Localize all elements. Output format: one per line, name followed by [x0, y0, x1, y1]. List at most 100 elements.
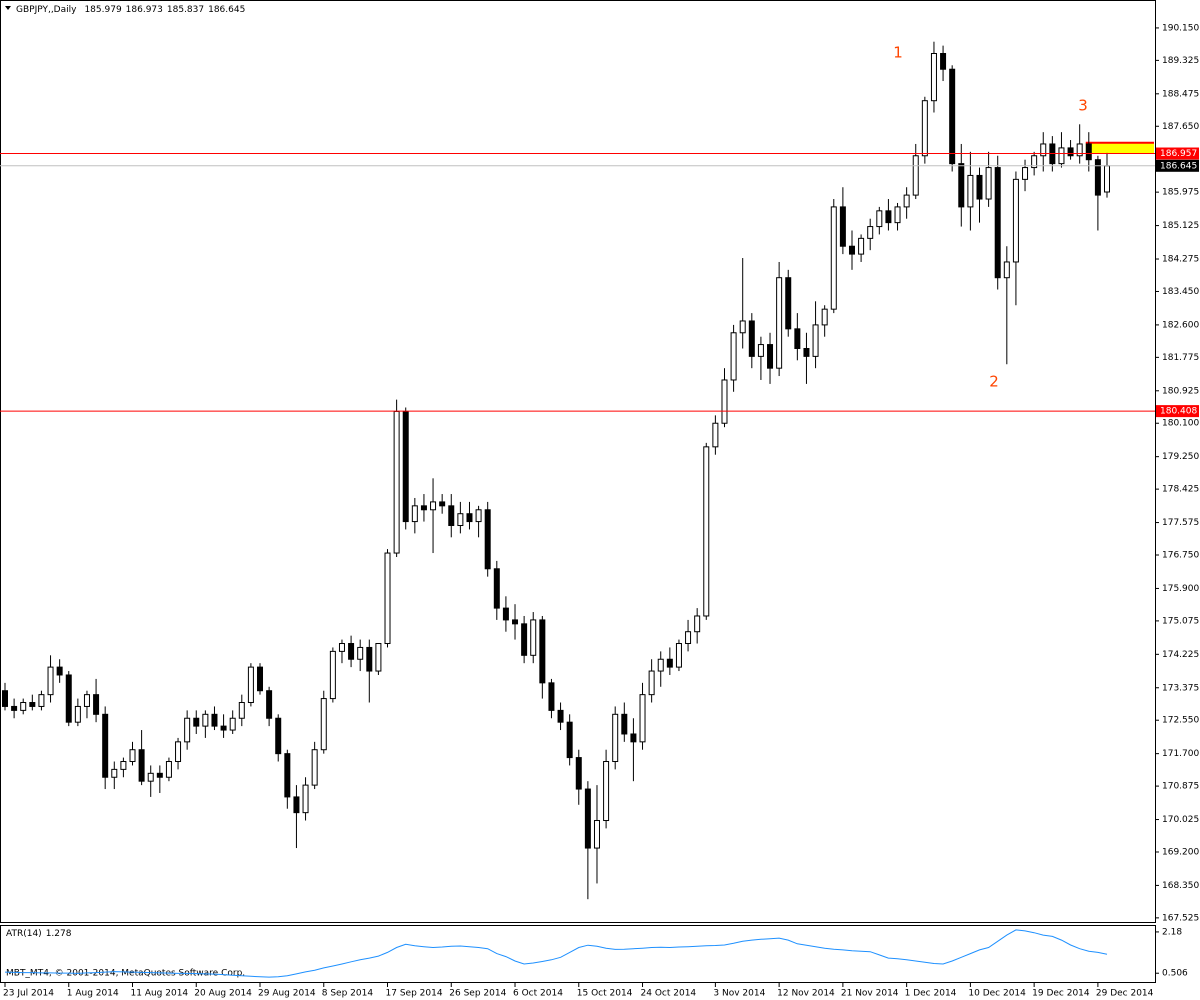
x-tick-label: 1 Dec 2014 [905, 989, 957, 999]
candle-body [1012, 178, 1019, 263]
y-tick-label: 181.775 [1162, 353, 1199, 363]
candle-body [584, 788, 591, 849]
candle-body [293, 796, 300, 814]
candle-body [238, 702, 245, 719]
candle-body [548, 682, 555, 711]
x-tick-label: 19 Dec 2014 [1032, 989, 1090, 999]
candle-body [512, 619, 519, 625]
y-tick-label: 170.875 [1162, 782, 1199, 792]
candle-body [867, 226, 874, 239]
candle-body [848, 245, 855, 255]
current-price-box [1156, 159, 1199, 172]
candle-body [785, 277, 792, 330]
candle-body [411, 505, 418, 523]
menu-arrow[interactable] [5, 6, 11, 10]
candle-body [147, 772, 154, 782]
candle-body [74, 705, 81, 723]
candle-body [193, 717, 200, 727]
level-label: 186.957 [1160, 149, 1197, 159]
candle-body [967, 174, 974, 208]
level-box [1156, 405, 1199, 418]
candle-body [703, 446, 710, 617]
atr-panel [0, 925, 1156, 983]
x-tick-label: 21 Nov 2014 [841, 989, 899, 999]
y-tick-label: 180.100 [1162, 419, 1199, 429]
candle-body [83, 694, 90, 707]
atr-title: ATR(14) [6, 929, 42, 939]
y-tick-label: 169.200 [1162, 847, 1199, 857]
level-box [1156, 147, 1199, 160]
x-tick-label: 8 Sep 2014 [322, 989, 374, 999]
high: 186.973 [126, 5, 163, 15]
candle-body [175, 741, 182, 763]
x-tick-label: 12 Nov 2014 [777, 989, 835, 999]
candle-body [539, 619, 546, 684]
level-label: 180.408 [1160, 407, 1197, 417]
candle-body [994, 167, 1001, 279]
y-tick-label: 180.925 [1162, 386, 1199, 396]
candle-body [621, 713, 628, 735]
candle-body [885, 210, 892, 224]
x-tick-label: 23 Jul 2014 [3, 989, 54, 999]
candle-body [2, 690, 8, 707]
candle-body [593, 820, 600, 849]
candle-body [138, 749, 145, 782]
candle-body [958, 163, 965, 208]
candle-body [420, 505, 427, 511]
candle-body [1076, 143, 1083, 157]
annotation: 3 [1078, 97, 1088, 115]
y-tick-label: 170.025 [1162, 815, 1199, 825]
candle-body [812, 324, 819, 357]
candle-body [466, 513, 473, 523]
x-tick-label: 26 Sep 2014 [449, 989, 506, 999]
candle-body [393, 410, 400, 554]
candle-body [448, 505, 455, 527]
candle-body [439, 501, 446, 507]
y-tick-label: 185.125 [1162, 221, 1199, 231]
atr-line [4, 929, 1108, 978]
candle-body [821, 308, 828, 326]
y-tick-label: 185.975 [1162, 188, 1199, 198]
candle-body [47, 666, 54, 696]
candle-body [111, 768, 118, 778]
y-tick-label: 2.18 [1162, 927, 1182, 937]
candle-body [484, 509, 491, 570]
candle-body [329, 650, 336, 700]
candle-body [1104, 165, 1110, 193]
candle-body [93, 694, 100, 715]
candle-body [876, 210, 883, 228]
x-tick-label: 11 Aug 2014 [131, 989, 189, 999]
y-tick-label: 0.506 [1162, 969, 1188, 979]
candle-body [1022, 167, 1029, 180]
candle-body [20, 702, 27, 711]
y-tick-label: 187.650 [1162, 122, 1199, 132]
watermark: MBT_MT4, © 2001-2014, MetaQuotes Softwar… [6, 969, 245, 979]
y-tick-label: 189.325 [1162, 56, 1199, 66]
y-tick-label: 175.900 [1162, 584, 1199, 594]
x-tick-label: 17 Sep 2014 [386, 989, 443, 999]
candle-body [102, 713, 109, 778]
y-tick-label: 171.700 [1162, 749, 1199, 759]
y-tick-label: 168.350 [1162, 881, 1199, 891]
y-tick-label: 177.575 [1162, 518, 1199, 528]
atr-header: ATR(14) 1.278 [6, 929, 72, 939]
candle-body [184, 717, 191, 743]
candle-body [357, 646, 364, 660]
candle-body [803, 348, 810, 357]
candle-body [29, 702, 36, 707]
candle-body [247, 666, 254, 704]
candle-body [165, 761, 172, 778]
y-tick-label: 182.600 [1162, 320, 1199, 330]
candle-body [275, 717, 282, 755]
x-tick-label: 20 Aug 2014 [194, 989, 252, 999]
y-tick-label: 167.525 [1162, 913, 1199, 923]
candle-body [129, 749, 136, 763]
candle-body [630, 733, 637, 743]
candle-body [348, 643, 355, 660]
candle-body [120, 761, 127, 770]
candle-body [830, 206, 837, 310]
y-tick-label: 188.475 [1162, 89, 1199, 99]
candle-body [202, 713, 209, 727]
candle-body [475, 509, 482, 523]
